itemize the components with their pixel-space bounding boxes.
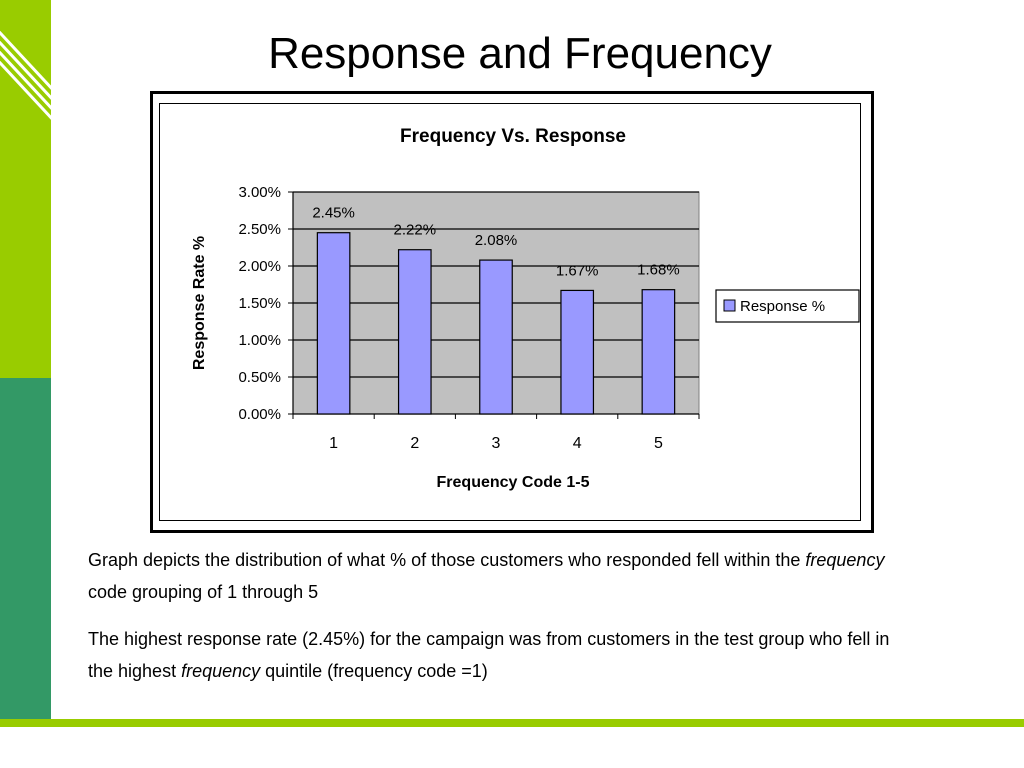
chart-title: Frequency Vs. Response: [400, 126, 626, 147]
x-tick-label: 3: [492, 435, 501, 452]
bar: [397, 249, 432, 415]
paragraph-1-emphasis: frequency: [805, 550, 885, 570]
side-accent-green: [0, 0, 51, 378]
chart-frame: Frequency Vs. Response 0.00% 0.50% 1.00% 1.5…: [150, 91, 874, 533]
legend-box: [715, 289, 860, 323]
paragraph-2-text: The highest response rate (2.45%) for th…: [88, 629, 890, 681]
data-label: 2.08%: [475, 232, 518, 249]
paragraph-2-emphasis: frequency: [181, 661, 261, 681]
data-label: 1.68%: [637, 262, 680, 279]
bar: [479, 259, 513, 415]
description-paragraph-2: The highest response rate (2.45%) for th…: [88, 623, 908, 687]
data-label: 2.45%: [312, 205, 355, 222]
data-label: 1.67%: [556, 262, 599, 279]
bar-chart: Frequency Vs. Response 0.00% 0.50% 1.00% 1.5…: [191, 126, 860, 491]
bar: [560, 289, 595, 415]
description-paragraph-1: Graph depicts the distribution of what %…: [88, 544, 908, 608]
bar: [641, 289, 676, 415]
x-tick-label: 2: [410, 435, 419, 452]
diagonal-stripes-decoration: [0, 30, 51, 120]
x-axis-label: Frequency Code 1-5: [437, 474, 590, 491]
legend-swatch: [723, 299, 736, 312]
y-tick-label: 1.00%: [238, 332, 281, 349]
y-tick-label: 3.00%: [238, 184, 281, 201]
y-tick-label: 2.00%: [238, 258, 281, 275]
bar: [316, 232, 351, 415]
y-axis-label: Response Rate %: [191, 236, 208, 370]
y-tick-label: 0.50%: [238, 369, 281, 386]
paragraph-1-text-end: code grouping of 1 through 5: [88, 582, 319, 602]
page-title: Response and Frequency: [268, 29, 772, 78]
y-tick-label: 0.00%: [238, 406, 281, 423]
paragraph-2-text-end: quintile (frequency code =1): [260, 661, 488, 681]
y-tick-label: 2.50%: [238, 221, 281, 238]
side-accent-teal: [0, 378, 51, 720]
bottom-accent-bar: [0, 719, 1024, 727]
y-tick-label: 1.50%: [238, 295, 281, 312]
x-tick-label: 1: [329, 435, 338, 452]
chart-area: Frequency Vs. Response 0.00% 0.50% 1.00% 1.5…: [159, 103, 861, 521]
x-tick-label: 4: [573, 435, 582, 452]
legend-label: Response %: [740, 298, 825, 315]
x-tick-label: 5: [654, 435, 663, 452]
paragraph-1-text: Graph depicts the distribution of what %…: [88, 550, 806, 570]
data-label: 2.22%: [394, 222, 437, 239]
